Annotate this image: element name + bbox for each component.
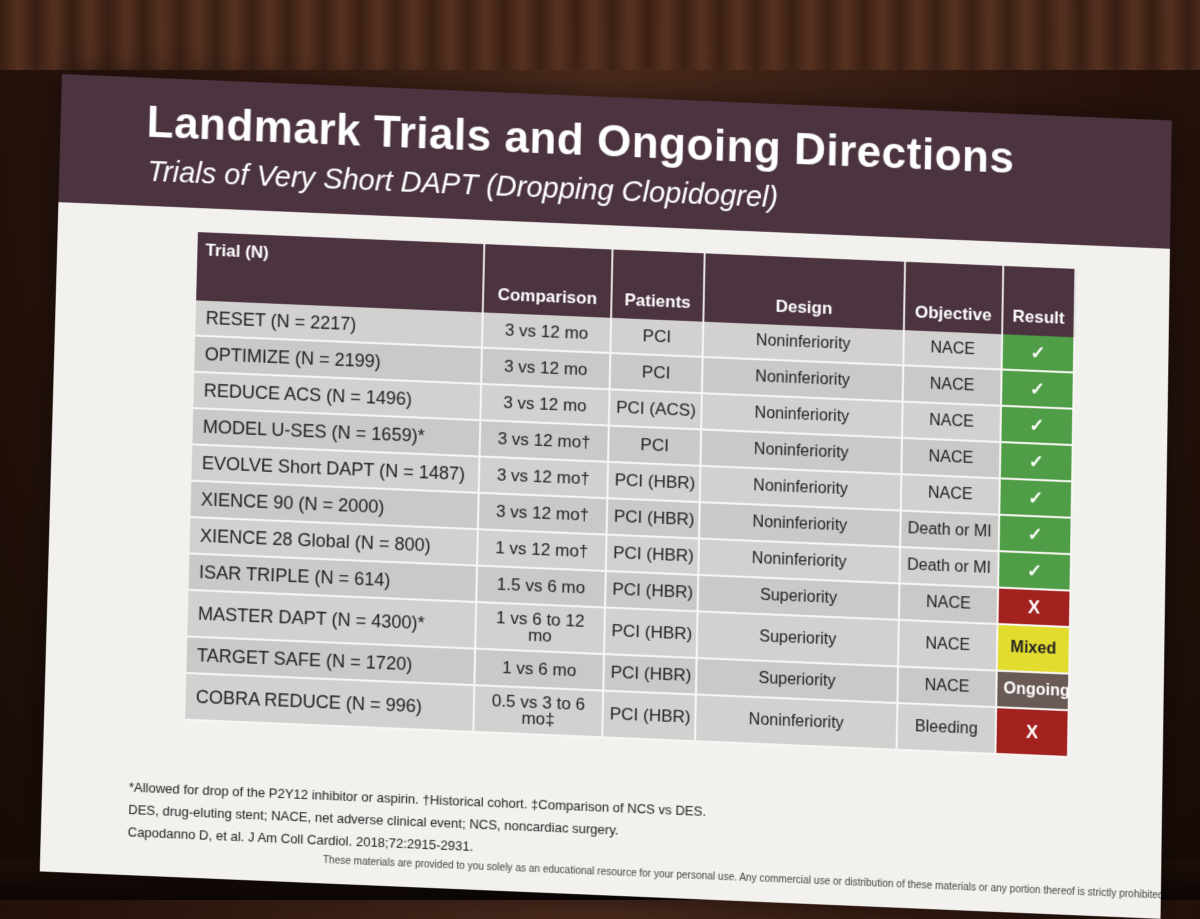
header-objective: Objective — [904, 262, 1003, 334]
cell-patients: PCI — [608, 426, 701, 466]
cell-result: ✓ — [1001, 369, 1074, 408]
cell-patients: PCI — [610, 318, 703, 357]
cell-result: ✓ — [998, 551, 1071, 590]
header-patients: Patients — [611, 249, 705, 321]
projected-slide: Landmark Trials and Ongoing Directions T… — [40, 74, 1172, 919]
cell-objective: NACE — [899, 583, 998, 624]
cell-comparison: 3 vs 12 mo† — [478, 493, 607, 535]
cell-design: Noninferiority — [695, 694, 897, 749]
cell-objective: NACE — [901, 438, 1000, 478]
cell-comparison: 0.5 vs 3 to 6 mo‡ — [473, 685, 603, 737]
cell-design: Superiority — [697, 611, 899, 666]
cell-patients: PCI (HBR) — [607, 498, 700, 538]
cell-result: ✓ — [1000, 442, 1073, 481]
cell-patients: PCI (HBR) — [605, 571, 698, 611]
header-comparison: Comparison — [483, 244, 613, 318]
cell-objective: NACE — [898, 620, 997, 671]
cell-patients: PCI — [610, 353, 703, 393]
cell-result: Ongoing — [996, 671, 1069, 711]
cell-comparison: 3 vs 12 mo† — [479, 456, 608, 498]
cell-patients: PCI (HBR) — [602, 691, 696, 742]
cell-objective: NACE — [897, 666, 996, 707]
trials-table: Trial (N) Comparison Patients Design Obj… — [185, 232, 1076, 758]
header-design: Design — [703, 253, 905, 330]
cell-objective: NACE — [901, 474, 1000, 515]
cell-result: X — [997, 588, 1070, 628]
cell-comparison: 3 vs 12 mo† — [480, 420, 609, 462]
cell-result: ✓ — [999, 478, 1072, 517]
stage-curtain — [0, 0, 1200, 70]
header-trial: Trial (N) — [196, 232, 484, 312]
cell-result: X — [995, 707, 1068, 757]
cell-objective: NACE — [903, 365, 1002, 405]
cell-result: Mixed — [997, 624, 1070, 674]
cell-patients: PCI (HBR) — [603, 654, 696, 694]
cell-comparison: 3 vs 12 mo — [480, 384, 609, 426]
cell-objective: Death or MI — [899, 547, 998, 588]
cell-result: ✓ — [1002, 334, 1075, 372]
cell-comparison: 1 vs 6 mo — [474, 649, 604, 691]
cell-objective: NACE — [902, 402, 1001, 442]
table-body: RESET (N = 2217) 3 vs 12 mo PCI Noninferior… — [185, 300, 1074, 757]
cell-comparison: 1.5 vs 6 mo — [476, 566, 606, 608]
cell-comparison: 3 vs 12 mo — [482, 312, 611, 353]
cell-comparison: 1 vs 12 mo† — [477, 529, 606, 571]
cell-objective: NACE — [903, 330, 1002, 369]
cell-result: ✓ — [999, 515, 1072, 554]
cell-objective: Death or MI — [900, 511, 999, 552]
cell-comparison: 3 vs 12 mo — [481, 348, 610, 390]
cell-comparison: 1 vs 6 to 12 mo — [475, 602, 605, 654]
cell-patients: PCI (ACS) — [609, 389, 702, 429]
header-result: Result — [1002, 266, 1075, 337]
cell-objective: Bleeding — [897, 703, 997, 754]
cell-patients: PCI (HBR) — [607, 462, 700, 502]
cell-patients: PCI (HBR) — [604, 607, 698, 658]
cell-result: ✓ — [1000, 406, 1073, 445]
cell-patients: PCI (HBR) — [606, 535, 699, 575]
